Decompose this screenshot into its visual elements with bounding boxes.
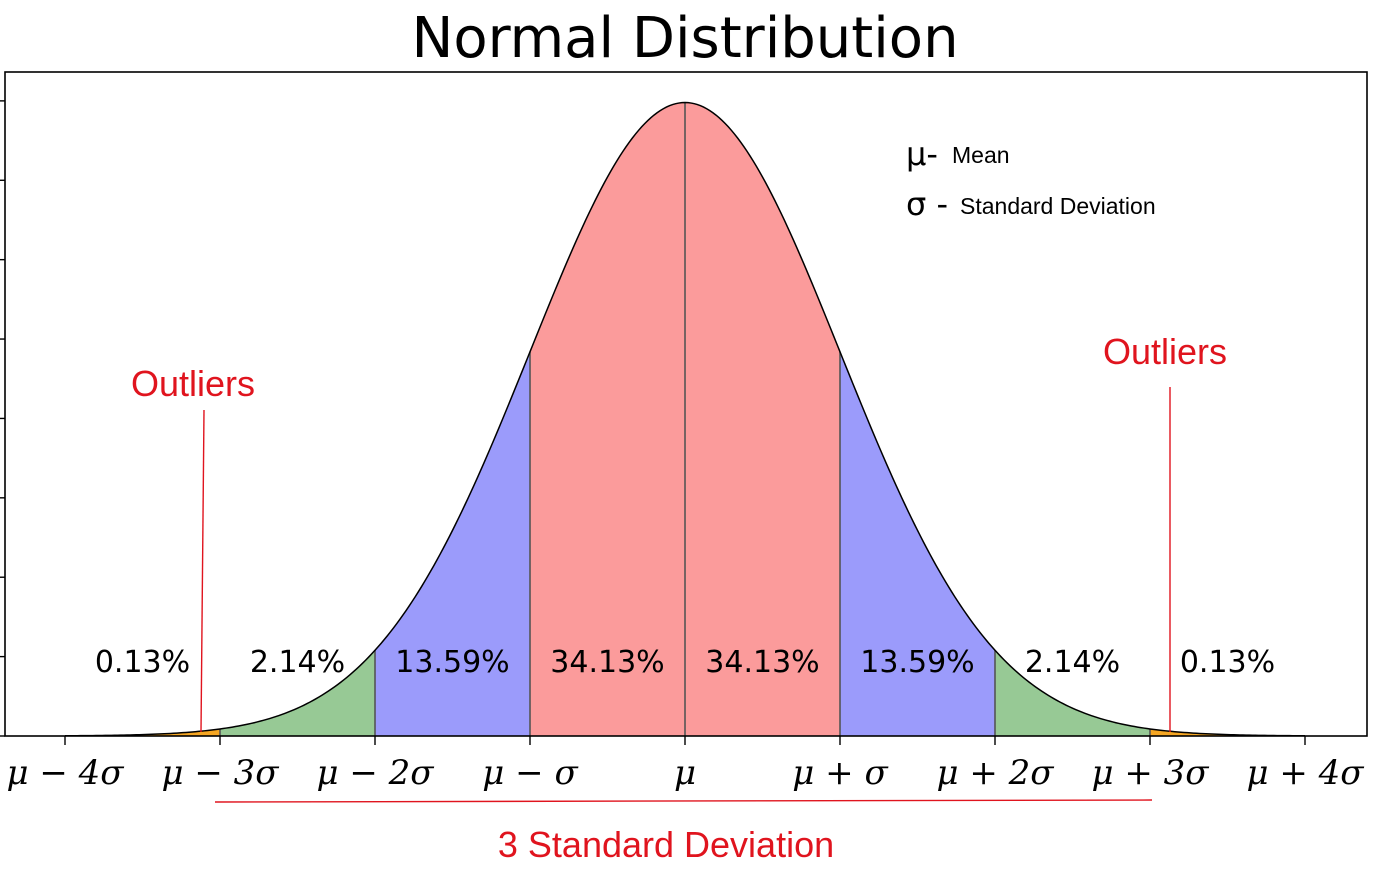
outliers-right-annotation: Outliers bbox=[1103, 331, 1227, 732]
band-area-6 bbox=[995, 650, 1150, 736]
band-area-4 bbox=[685, 102, 840, 736]
band-percent-label-1: 2.14% bbox=[250, 645, 345, 680]
outliers-left-label: Outliers bbox=[131, 363, 255, 404]
legend-mean-symbol: μ- bbox=[906, 135, 938, 173]
x-tick-label-3: μ − σ bbox=[482, 753, 578, 793]
outliers-right-label: Outliers bbox=[1103, 331, 1227, 372]
x-tick-label-6: μ + 2σ bbox=[936, 753, 1054, 793]
three-sd-range-line bbox=[214, 799, 1153, 803]
band-percent-labels: 0.13% 2.14% 13.59% 34.13% 34.13% 13.59% 2.14% 0… bbox=[95, 645, 1275, 680]
band-percent-label-7: 0.13% bbox=[1180, 645, 1275, 680]
three-sd-range-label: 3 Standard Deviation bbox=[498, 824, 834, 865]
x-tick-label-7: μ + 3σ bbox=[1091, 753, 1209, 793]
outliers-left-annotation: Outliers bbox=[131, 363, 255, 733]
band-area-3 bbox=[530, 102, 685, 736]
x-tick-label-5: μ + σ bbox=[792, 753, 888, 793]
band-area-0 bbox=[65, 728, 220, 736]
chart-title: Normal Distribution bbox=[411, 6, 958, 71]
band-percent-label-0: 0.13% bbox=[95, 645, 190, 680]
band-area-1 bbox=[220, 650, 375, 736]
x-tick-label-8: μ + 4σ bbox=[1246, 753, 1364, 793]
density-curve bbox=[64, 101, 1306, 737]
band-area-7 bbox=[1150, 728, 1305, 736]
x-tick-label-4: μ bbox=[674, 753, 696, 793]
band-percent-label-4: 34.13% bbox=[705, 645, 819, 680]
legend: μ- Mean σ - Standard Deviation bbox=[906, 135, 1156, 223]
band-percent-label-5: 13.59% bbox=[860, 645, 974, 680]
legend-sd-text: Standard Deviation bbox=[960, 193, 1156, 219]
x-axis-ticks bbox=[64, 736, 1306, 745]
y-axis-ticks bbox=[0, 100, 5, 737]
band-percent-label-6: 2.14% bbox=[1025, 645, 1120, 680]
plot-frame bbox=[4, 71, 1368, 737]
x-tick-label-0: μ − 4σ bbox=[6, 753, 124, 793]
legend-mean-text: Mean bbox=[952, 142, 1010, 168]
band-percent-label-2: 13.59% bbox=[395, 645, 509, 680]
legend-sd-symbol: σ - bbox=[906, 185, 948, 223]
three-sd-range-annotation: 3 Standard Deviation bbox=[214, 799, 1153, 865]
band-dividers bbox=[219, 102, 1151, 736]
outliers-left-pointer bbox=[200, 409, 205, 733]
x-axis-tick-labels: μ − 4σ μ − 3σ μ − 2σ μ − σ μ μ + σ μ + 2σ μ + 3… bbox=[6, 753, 1364, 793]
x-tick-label-2: μ − 2σ bbox=[316, 753, 434, 793]
x-tick-label-1: μ − 3σ bbox=[161, 753, 279, 793]
band-percent-label-3: 34.13% bbox=[550, 645, 664, 680]
